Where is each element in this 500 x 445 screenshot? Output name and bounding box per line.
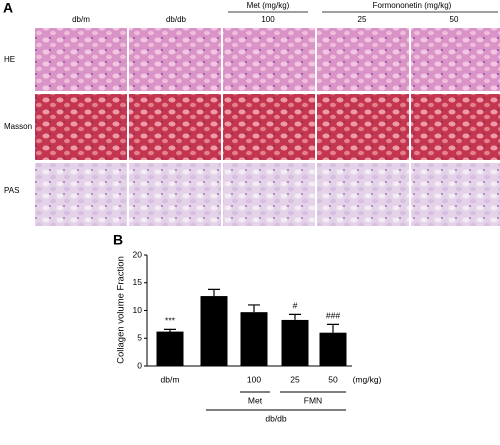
error-bar [248,304,260,313]
group-label: db/db [265,413,287,423]
micrograph [35,94,127,160]
micrograph [35,163,127,226]
significance-label: *** [165,316,176,326]
error-bar [164,328,176,332]
x-tick-label: 50 [328,374,338,384]
bar [319,332,347,366]
bar [156,331,184,366]
micrograph-grid [35,28,500,226]
panel-b: B Collagen volume Fraction 0 5 10 15 20 *** db… [113,232,382,424]
column-label: db/m [72,15,90,24]
panel-a: A db/m db/db Met (mg/kg) 100 Formononeti… [3,0,500,226]
micrograph [411,94,500,160]
micrograph [223,28,315,91]
x-tick-label: 25 [290,374,300,384]
panel-label: B [113,232,123,248]
error-bar [327,323,339,333]
x-tick-label: db/m [161,374,180,384]
micrograph [317,94,409,160]
micrograph [411,28,500,91]
significance-label: # [293,301,298,311]
bar [240,312,268,366]
y-tick-label: 15 [133,277,143,287]
panel-label: A [3,0,13,16]
micrograph [411,163,500,226]
micrograph [223,163,315,226]
significance-label: ### [326,311,340,321]
column-label: 50 [450,15,459,24]
group-label: Met [248,395,263,405]
error-bar [208,288,220,297]
micrograph [35,28,127,91]
column-group-label: Formononetin (mg/kg) [373,1,452,10]
unit-label: (mg/kg) [353,374,382,384]
row-label: HE [4,55,15,64]
row-label: PAS [4,186,19,195]
column-label: db/db [166,15,187,24]
column-group-label: Met (mg/kg) [247,1,290,10]
y-tick-label: 0 [137,360,142,370]
group-label: FMN [304,395,322,405]
y-tick-label: 20 [133,249,143,259]
y-tick-label: 5 [137,333,142,343]
bar [200,296,228,366]
y-tick-label: 10 [133,305,143,315]
x-tick-label: 100 [247,374,261,384]
error-bar [289,313,301,320]
row-label: Masson [4,122,32,131]
micrograph [129,94,221,160]
micrograph [129,163,221,226]
micrograph [317,163,409,226]
y-axis-label: Collagen volume Fraction [116,256,127,364]
micrograph [129,28,221,91]
micrograph [317,28,409,91]
bar [281,319,309,366]
column-label: 25 [358,15,367,24]
micrograph [223,94,315,160]
column-label: 100 [261,15,275,24]
